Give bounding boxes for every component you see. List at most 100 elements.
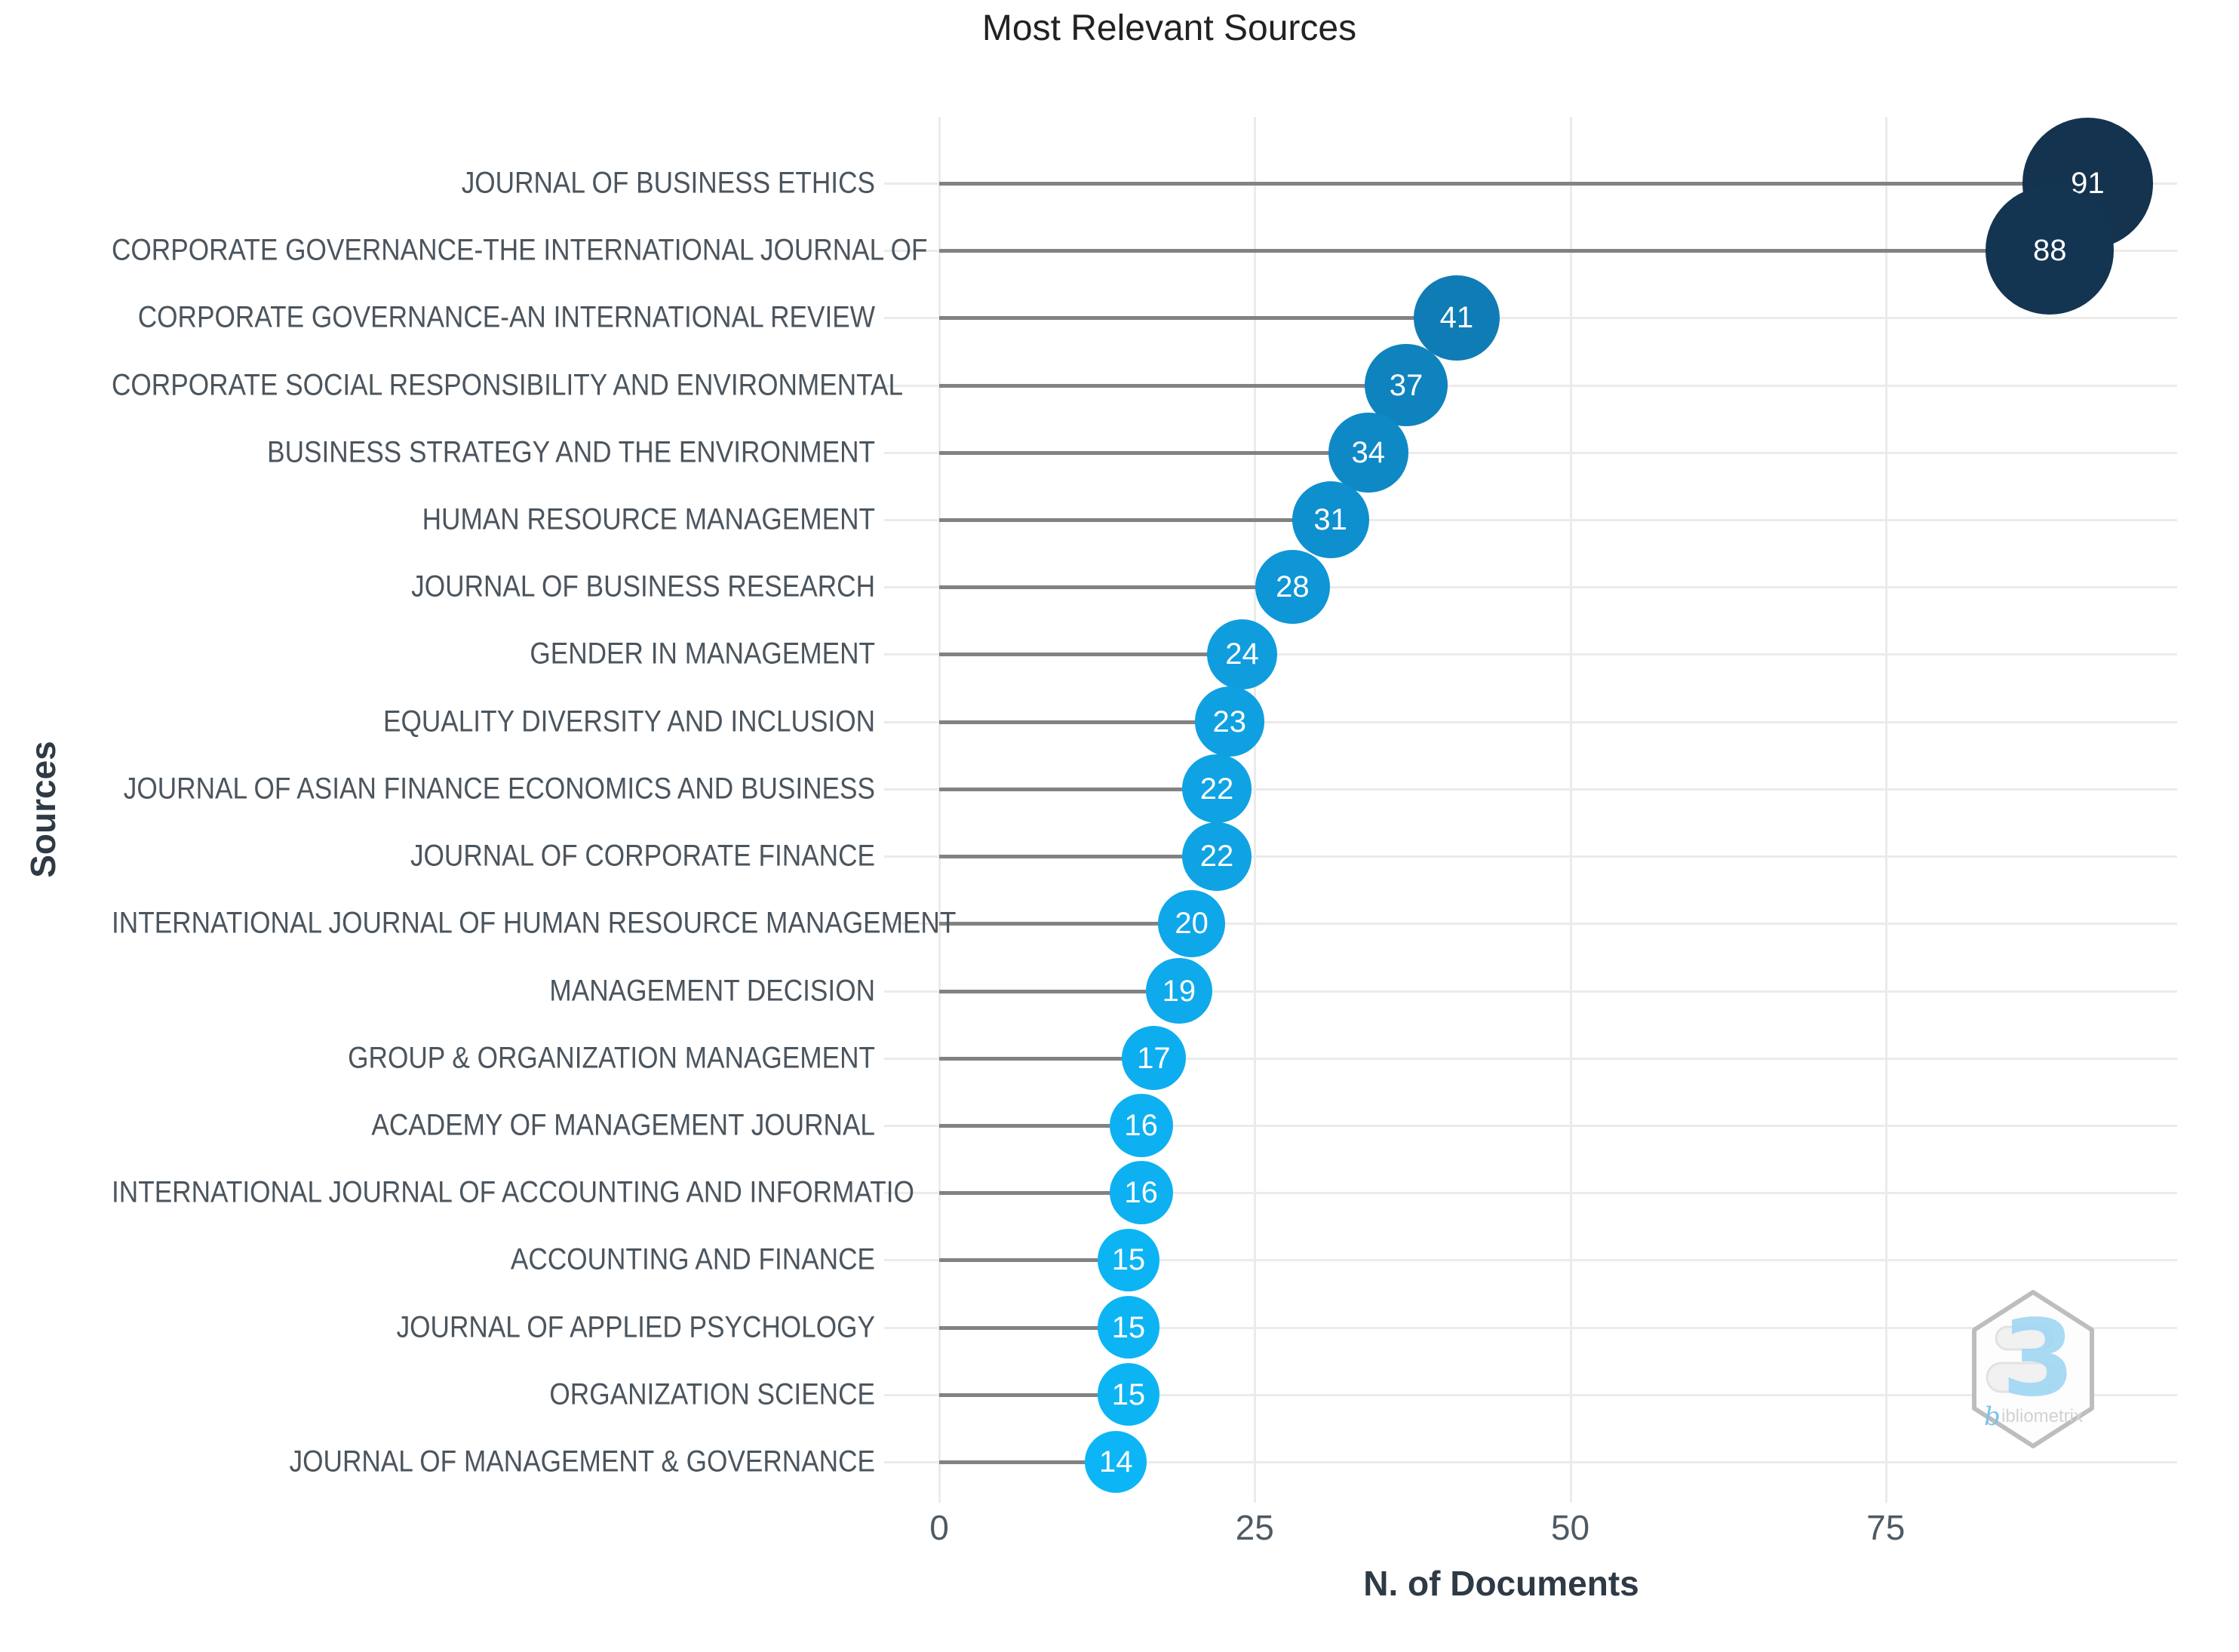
lollipop-stem <box>939 653 1242 657</box>
data-point-value: 16 <box>1124 1108 1158 1142</box>
data-point-value: 41 <box>1439 301 1474 335</box>
data-point-value: 24 <box>1225 637 1259 671</box>
data-point[interactable]: 41 <box>1414 275 1500 361</box>
lollipop-stem <box>939 922 1192 926</box>
data-point[interactable]: 28 <box>1255 550 1330 625</box>
data-point[interactable]: 15 <box>1097 1296 1160 1359</box>
y-gridline <box>884 1393 2177 1396</box>
lollipop-stem <box>939 182 2088 186</box>
data-point[interactable]: 23 <box>1194 686 1264 757</box>
data-point[interactable]: 31 <box>1291 481 1369 558</box>
y-gridline <box>884 1259 2177 1262</box>
y-axis-label: CORPORATE SOCIAL RESPONSIBILITY AND ENVI… <box>112 368 904 402</box>
y-gridline <box>884 586 2177 589</box>
data-point-value: 14 <box>1098 1445 1133 1479</box>
data-point[interactable]: 16 <box>1109 1161 1173 1225</box>
data-point-value: 20 <box>1175 907 1209 941</box>
data-point-value: 28 <box>1276 570 1310 604</box>
x-tick-label: 0 <box>929 1508 949 1547</box>
data-point[interactable]: 17 <box>1121 1026 1186 1091</box>
y-axis-label: HUMAN RESOURCE MANAGEMENT <box>422 502 875 536</box>
y-gridline <box>884 1460 2177 1463</box>
y-gridline <box>884 1057 2177 1060</box>
data-point-value: 22 <box>1199 772 1234 806</box>
y-axis-label: ACADEMY OF MANAGEMENT JOURNAL <box>371 1108 875 1142</box>
lollipop-stem <box>939 585 1293 590</box>
data-point[interactable]: 37 <box>1365 344 1448 427</box>
data-point[interactable]: 22 <box>1182 754 1252 824</box>
data-point-value: 31 <box>1313 503 1347 537</box>
y-axis-label: EQUALITY DIVERSITY AND INCLUSION <box>382 705 876 738</box>
data-point-value: 34 <box>1351 435 1386 469</box>
lollipop-stem <box>939 1393 1129 1397</box>
y-gridline <box>884 317 2177 320</box>
x-gridline <box>1254 117 1257 1503</box>
data-point[interactable]: 20 <box>1158 889 1225 957</box>
data-point-value: 19 <box>1162 974 1196 1008</box>
y-axis-label: MANAGEMENT DECISION <box>549 974 875 1008</box>
lollipop-stem <box>939 720 1230 724</box>
lollipop-stem <box>939 1123 1141 1128</box>
x-gridline <box>1884 117 1887 1503</box>
lollipop-stem <box>939 1325 1129 1330</box>
bibliometrix-logo: 3 b ibliometrix <box>1972 1290 2094 1448</box>
data-point-value: 88 <box>2032 234 2067 268</box>
y-gridline <box>884 788 2177 791</box>
data-point[interactable]: 14 <box>1085 1431 1147 1493</box>
y-gridline <box>884 1124 2177 1127</box>
lollipop-stem <box>939 1056 1154 1061</box>
data-point-value: 15 <box>1111 1377 1146 1411</box>
data-point-value: 16 <box>1124 1176 1158 1210</box>
lollipop-stem <box>939 316 1457 321</box>
lollipop-stem <box>939 518 1331 523</box>
y-axis-label: INTERNATIONAL JOURNAL OF HUMAN RESOURCE … <box>112 906 957 940</box>
y-axis-label: JOURNAL OF CORPORATE FINANCE <box>410 839 875 873</box>
data-point[interactable]: 34 <box>1328 413 1408 493</box>
data-point[interactable]: 19 <box>1146 957 1212 1024</box>
lollipop-stem <box>939 855 1218 859</box>
lollipop-stem <box>939 383 1406 388</box>
y-axis-label: JOURNAL OF BUSINESS ETHICS <box>461 166 875 200</box>
data-point[interactable]: 15 <box>1097 1228 1160 1291</box>
data-point-value: 15 <box>1111 1243 1146 1277</box>
y-axis-label: JOURNAL OF MANAGEMENT & GOVERNANCE <box>289 1445 876 1479</box>
y-axis-label: CORPORATE GOVERNANCE-THE INTERNATIONAL J… <box>112 233 928 267</box>
data-point-value: 22 <box>1199 840 1234 874</box>
data-point[interactable]: 15 <box>1097 1363 1160 1426</box>
y-axis-label: ORGANIZATION SCIENCE <box>549 1377 875 1411</box>
y-gridline <box>884 451 2177 454</box>
y-gridline <box>884 720 2177 723</box>
x-tick-label: 75 <box>1866 1508 1906 1547</box>
chart-title: Most Relevant Sources <box>981 8 1357 48</box>
x-tick-label: 50 <box>1550 1508 1590 1547</box>
y-axis-title: Sources <box>23 741 63 878</box>
bibliometrix-hexagon-icon: 3 b ibliometrix <box>1972 1290 2094 1448</box>
watermark-brand: ibliometrix <box>2001 1406 2083 1426</box>
data-point-value: 17 <box>1137 1041 1171 1075</box>
y-gridline <box>884 1326 2177 1329</box>
y-gridline <box>884 855 2177 858</box>
lollipop-stem <box>939 1258 1129 1263</box>
y-axis-label: CORPORATE GOVERNANCE-AN INTERNATIONAL RE… <box>137 300 875 334</box>
y-gridline <box>884 923 2177 926</box>
x-axis-title: N. of Documents <box>1363 1564 1639 1603</box>
lollipop-stem <box>939 787 1218 791</box>
lollipop-stem <box>939 989 1179 993</box>
y-axis-label: ACCOUNTING AND FINANCE <box>510 1242 875 1276</box>
y-axis-label: INTERNATIONAL JOURNAL OF ACCOUNTING AND … <box>112 1175 914 1209</box>
x-gridline <box>938 117 941 1503</box>
data-point-value: 37 <box>1389 368 1424 402</box>
svg-text:3: 3 <box>2001 1297 2075 1420</box>
data-point[interactable]: 24 <box>1206 619 1278 690</box>
data-point-value: 23 <box>1212 705 1247 738</box>
y-axis-label: JOURNAL OF BUSINESS RESEARCH <box>411 570 875 603</box>
y-axis-label: JOURNAL OF APPLIED PSYCHOLOGY <box>396 1310 875 1344</box>
data-point[interactable]: 88 <box>1986 186 2115 315</box>
lollipop-stem <box>939 1191 1141 1196</box>
y-axis-label: JOURNAL OF ASIAN FINANCE ECONOMICS AND B… <box>123 772 875 806</box>
data-point[interactable]: 22 <box>1182 821 1252 891</box>
lollipop-stem <box>939 450 1368 455</box>
data-point[interactable]: 16 <box>1109 1093 1173 1157</box>
y-gridline <box>884 990 2177 993</box>
